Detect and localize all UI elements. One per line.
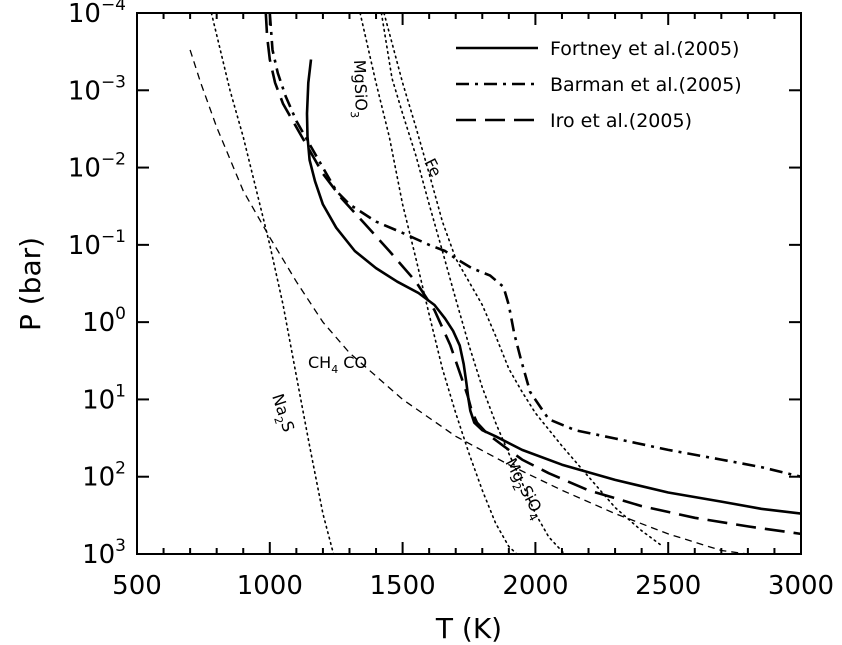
condensation-curve-mg2sio4: [380, 13, 566, 554]
legend-label: Fortney et al.(2005): [550, 38, 739, 60]
condensation-curve-na2s: [210, 13, 335, 554]
y-tick-base: 10: [68, 0, 101, 29]
x-tick-label: 2000: [502, 571, 568, 601]
y-tick-label: 100: [82, 304, 126, 338]
x-tick-label: 3000: [768, 571, 834, 601]
series-line-fortney-et-al-2005: [305, 59, 801, 515]
curve-label-part: Na: [268, 391, 293, 418]
y-tick-label: 101: [82, 381, 126, 415]
y-tick-exponent: −3: [101, 72, 126, 92]
condensation-curve-fe: [383, 13, 664, 548]
y-tick-label: 10−2: [68, 150, 126, 184]
y-tick-exponent: −4: [101, 0, 126, 15]
x-tick-label: 1500: [370, 571, 436, 601]
y-tick-base: 10: [82, 540, 115, 570]
y-tick-label: 103: [82, 536, 126, 570]
y-tick-exponent: −2: [101, 150, 126, 170]
curve-label: CH4 CO: [308, 353, 367, 376]
curve-label: Mg2SiO4: [498, 455, 549, 523]
y-tick-label: 102: [82, 459, 126, 493]
y-tick-exponent: 2: [115, 459, 126, 479]
y-tick-exponent: 3: [115, 536, 126, 556]
y-tick-exponent: −1: [101, 227, 126, 247]
y-tick-base: 10: [82, 308, 115, 338]
curve-label-subscript: 4: [525, 511, 540, 523]
curve-label: Na2S: [264, 391, 298, 435]
legend-label: Barman et al.(2005): [550, 74, 742, 96]
y-tick-base: 10: [68, 231, 101, 261]
legend: Fortney et al.(2005) Barman et al.(2005) I…: [456, 38, 742, 132]
plot-curves: [189, 13, 801, 554]
curve-label-subscript: 4: [331, 363, 338, 376]
curve-label-part: Mg: [501, 455, 529, 485]
y-tick-base: 10: [82, 463, 115, 493]
y-axis-title: P (bar): [14, 237, 47, 331]
legend-label: Iro et al.(2005): [550, 110, 692, 132]
y-tick-base: 10: [82, 385, 115, 415]
curve-label-subscript: 2: [271, 415, 286, 426]
x-tick-label: 2500: [635, 571, 701, 601]
condensation-curve-ch4-co: [189, 49, 748, 554]
curve-label-part: MgSiO: [350, 59, 371, 111]
curve-label-part: CO: [338, 353, 367, 372]
series-line-iro-et-al-2005: [264, 13, 801, 536]
y-tick-base: 10: [68, 76, 101, 106]
x-axis-title: T (K): [435, 612, 502, 645]
y-tick-label: 10−4: [68, 0, 126, 29]
y-tick-exponent: 1: [115, 381, 126, 401]
curve-label-part: CH: [308, 353, 331, 372]
plot-frame: [136, 12, 802, 555]
curve-label: MgSiO3: [346, 59, 371, 118]
x-tick-label: 500: [112, 571, 162, 601]
y-tick-label: 10−3: [68, 72, 126, 106]
condensation-curve-mgsio3: [359, 13, 518, 554]
curve-label-subscript: 3: [348, 111, 361, 118]
x-axis-ticks: 500 1000 1500 2000 2500 3000: [112, 13, 834, 601]
x-tick-label: 1000: [237, 571, 303, 601]
series-line-barman-et-al-2005: [268, 13, 801, 478]
y-tick-label: 10−1: [68, 227, 126, 261]
y-tick-exponent: 0: [115, 304, 126, 324]
y-tick-base: 10: [68, 154, 101, 184]
